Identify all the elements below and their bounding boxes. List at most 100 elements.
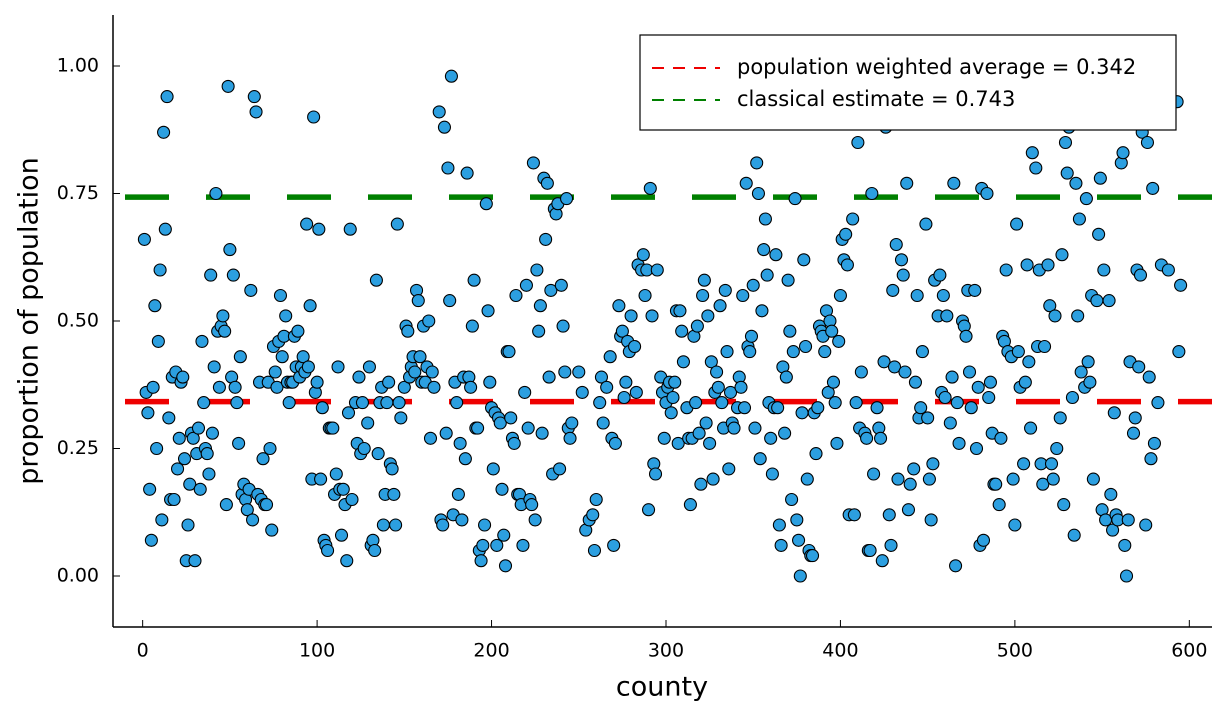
point [847,508,861,522]
point [673,304,687,318]
point [158,222,172,236]
legend-box [639,34,1177,131]
point [736,288,750,303]
point [1140,135,1155,150]
x-tick-label: 500 [997,640,1033,662]
point [530,263,544,277]
point [495,482,509,496]
point [556,319,570,333]
point [867,467,881,481]
point [247,90,261,104]
point [891,472,905,486]
point [743,345,757,359]
point [334,528,349,542]
point [821,385,835,399]
point [553,462,567,476]
point [615,324,629,338]
point [542,370,556,384]
point [155,513,169,527]
point [478,518,492,532]
point [565,416,579,430]
point [645,309,659,323]
point [744,329,759,343]
point [411,294,425,308]
y-tick-label: 0.50 [57,310,99,332]
point [832,334,846,348]
x-tick-label: 400 [822,640,858,662]
point [751,186,765,201]
point [144,533,158,547]
point [392,396,406,410]
point [301,360,315,374]
point [340,554,354,568]
point [300,217,314,231]
point [915,345,929,359]
point [307,110,321,124]
point [593,396,607,410]
point [1069,176,1083,190]
point [586,508,600,522]
point [971,380,985,394]
point [1055,248,1069,262]
point [755,304,769,318]
point [641,503,656,517]
point [467,273,481,287]
point [1086,472,1100,486]
point [282,396,296,410]
point [1022,355,1036,369]
point [273,288,288,303]
point [943,416,957,430]
point [830,436,844,450]
point [422,314,436,328]
legend-label: population weighted average = 0.342 [737,55,1136,79]
point [437,120,451,134]
point [544,283,558,297]
point [563,431,577,445]
point [1011,345,1025,359]
point [195,334,209,348]
point [908,375,922,389]
point [896,268,910,282]
point [793,569,807,583]
point [1102,294,1116,308]
point [465,319,479,333]
point [797,253,811,267]
point [739,176,753,190]
point [575,385,589,399]
point [150,441,164,456]
point [275,350,289,364]
point [982,390,996,405]
point [382,375,396,389]
point [1010,217,1024,231]
point [811,401,825,415]
point [532,324,546,338]
point [587,543,602,558]
point [493,416,507,430]
point [696,288,710,303]
point [509,288,523,303]
point [746,278,760,292]
point [643,181,657,195]
point [894,253,909,267]
point [303,299,317,313]
point [648,467,663,481]
point [162,411,176,425]
point [476,538,490,552]
point [999,263,1013,277]
x-tick-label: 600 [1171,640,1207,662]
point [230,396,244,410]
point [265,523,279,537]
point [851,135,865,150]
point [1017,457,1031,471]
point [540,176,554,190]
point [628,339,642,354]
point [771,401,785,415]
x-tick-label: 100 [299,640,335,662]
point [516,538,530,552]
point [1147,436,1161,450]
point [502,345,516,359]
point [1020,258,1034,272]
point [989,477,1003,491]
point [994,431,1008,445]
